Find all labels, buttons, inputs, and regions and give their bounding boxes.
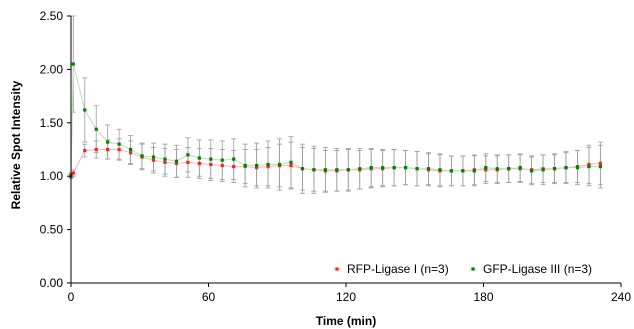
data-point [381,166,385,170]
data-point [117,142,121,146]
legend-marker [335,267,339,271]
data-point [94,147,98,152]
y-tick-label: 1.00 [40,169,64,183]
data-point [266,162,270,167]
data-point [163,157,167,161]
data-point [289,163,293,168]
data-point [197,161,201,165]
y-tick-label: 2.00 [40,62,64,76]
series-line [70,63,601,177]
data-point [392,166,396,170]
data-point [426,167,431,171]
x-axis-title: Time (min) [316,314,376,328]
data-point [484,168,488,172]
y-axis-title: Relative Spot Intensity [9,80,23,209]
data-point [300,167,305,171]
data-point [564,166,568,170]
data-point [232,157,236,161]
data-point [163,160,167,164]
data-point [575,166,580,170]
data-point [106,147,110,152]
data-point [598,161,602,165]
data-point [277,162,282,167]
data-point [255,166,259,170]
data-point [495,167,499,171]
legend-label: RFP-Ligase I (n=3) [347,262,449,276]
x-tick-label: 120 [336,290,356,304]
data-point [415,167,419,171]
data-point [266,164,270,169]
x-tick-label: 240 [611,290,631,304]
data-point [255,163,259,168]
legend-label: GFP-Ligase III (n=3) [483,262,592,276]
data-point [128,151,133,155]
data-point [151,155,156,159]
x-tick-label: 60 [202,290,216,304]
data-point [220,158,224,162]
data-point [530,169,534,173]
data-point [106,140,110,144]
data-point [358,167,362,171]
data-point [472,169,476,173]
y-tick-label: 0.50 [40,223,64,237]
y-tick-label: 0.00 [40,276,64,290]
data-point [587,162,591,167]
data-point [94,127,98,131]
data-point [220,163,224,168]
data-point [323,168,327,172]
data-point [346,168,350,172]
data-point [449,169,454,173]
legend: RFP-Ligase I (n=3) GFP-Ligase III (n=3) [333,262,592,276]
data-point [174,161,179,165]
data-point [369,166,373,170]
data-point [83,148,87,153]
x-tick-label: 180 [473,290,493,304]
data-point [209,162,213,167]
data-point [209,157,213,161]
data-point [140,154,144,158]
data-point [507,167,511,171]
data-point [552,167,557,171]
y-ticks: 0.00 0.50 1.00 1.50 2.00 2.50 [40,9,71,290]
x-ticks: 0 60 120 180 240 [68,283,631,304]
y-tick-label: 2.50 [40,9,64,23]
data-points [69,62,602,178]
data-point [598,164,602,169]
error-bars [68,15,603,194]
data-point [186,160,190,164]
data-point [186,153,190,157]
data-point [71,62,75,66]
data-point [289,160,293,164]
data-point [197,156,201,160]
data-point [312,168,316,172]
data-point [117,147,121,152]
data-point [243,163,247,168]
data-point [232,164,236,169]
data-point [403,166,408,170]
data-point [587,164,591,169]
x-tick-label: 0 [68,290,75,304]
data-point [128,147,133,152]
legend-marker [471,267,475,271]
data-point [174,159,179,163]
data-point [438,168,442,172]
data-point [151,158,156,162]
data-point [541,168,545,172]
data-point [461,169,465,173]
data-point [83,108,87,112]
series-lines [70,63,601,177]
data-point [518,166,522,170]
data-point [484,166,488,170]
data-point [335,168,339,172]
data-point [71,171,75,175]
y-tick-label: 1.50 [40,116,64,130]
